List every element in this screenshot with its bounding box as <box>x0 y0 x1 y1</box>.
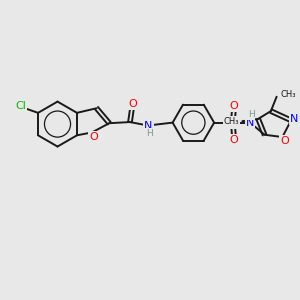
Text: H: H <box>146 129 153 138</box>
Text: O: O <box>230 135 238 145</box>
Text: O: O <box>128 99 137 109</box>
Text: O: O <box>280 136 289 146</box>
Text: O: O <box>230 100 238 111</box>
Text: S: S <box>229 118 236 128</box>
Text: N: N <box>144 121 153 130</box>
Text: CH₃: CH₃ <box>280 90 295 99</box>
Text: H: H <box>248 110 255 119</box>
Text: CH₃: CH₃ <box>224 117 239 126</box>
Text: N: N <box>246 118 254 128</box>
Text: N: N <box>290 114 299 124</box>
Text: Cl: Cl <box>16 101 26 112</box>
Text: O: O <box>89 132 98 142</box>
